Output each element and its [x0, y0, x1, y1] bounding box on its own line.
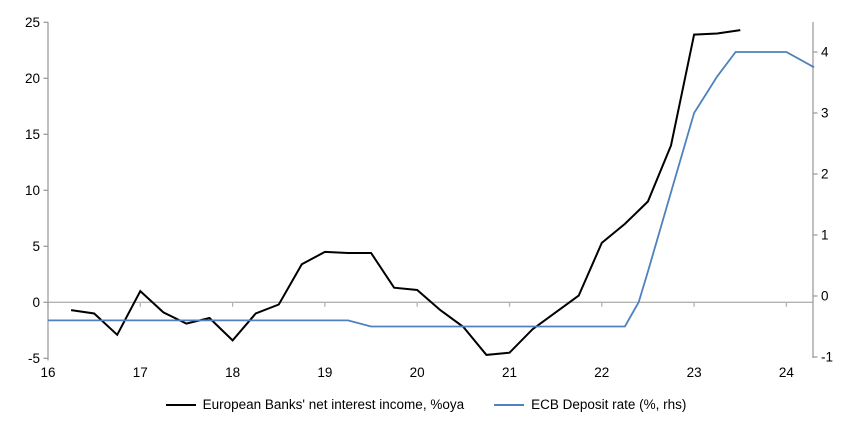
x-axis-tick-label: 22 [594, 365, 609, 380]
right-axis-tick-label: 3 [821, 106, 829, 121]
chart-legend: European Banks' net interest income, %oy… [0, 397, 852, 412]
x-axis-tick-label: 20 [410, 365, 425, 380]
legend-item-ecb: ECB Deposit rate (%, rhs) [494, 397, 686, 412]
right-axis-tick-label: 1 [821, 228, 829, 243]
left-axis-tick-label: -5 [28, 351, 40, 366]
left-axis-tick-label: 15 [25, 127, 40, 142]
legend-label-ecb: ECB Deposit rate (%, rhs) [531, 397, 687, 412]
nii-line [70, 29, 741, 356]
x-axis-tick-label: 24 [779, 365, 795, 380]
right-axis-tick-label: 0 [821, 289, 829, 304]
left-axis-tick-label: 0 [32, 295, 40, 310]
right-axis-tick-label: 4 [821, 45, 829, 60]
x-axis-tick-label: 16 [40, 365, 55, 380]
x-axis-tick-label: 21 [502, 365, 517, 380]
legend-label-nii: European Banks' net interest income, %oy… [202, 397, 465, 412]
x-axis-tick-label: 19 [317, 365, 332, 380]
nii-line-swatch [165, 403, 196, 406]
right-axis-tick-label: -1 [821, 350, 833, 365]
left-axis-tick-label: 5 [32, 239, 40, 254]
x-axis-tick-label: 23 [687, 365, 702, 380]
ecb-deposit-rate-line [48, 51, 815, 328]
left-axis-tick-label: 25 [25, 15, 40, 30]
right-axis-tick-label: 2 [821, 167, 829, 182]
legend-item-nii: European Banks' net interest income, %oy… [165, 397, 465, 412]
x-axis-tick-label: 17 [133, 365, 148, 380]
ecb-deposit-rate-swatch [494, 403, 525, 406]
left-axis-tick-label: 20 [25, 71, 40, 86]
left-axis-tick-label: 10 [25, 183, 40, 198]
x-axis-tick-label: 18 [225, 365, 240, 380]
